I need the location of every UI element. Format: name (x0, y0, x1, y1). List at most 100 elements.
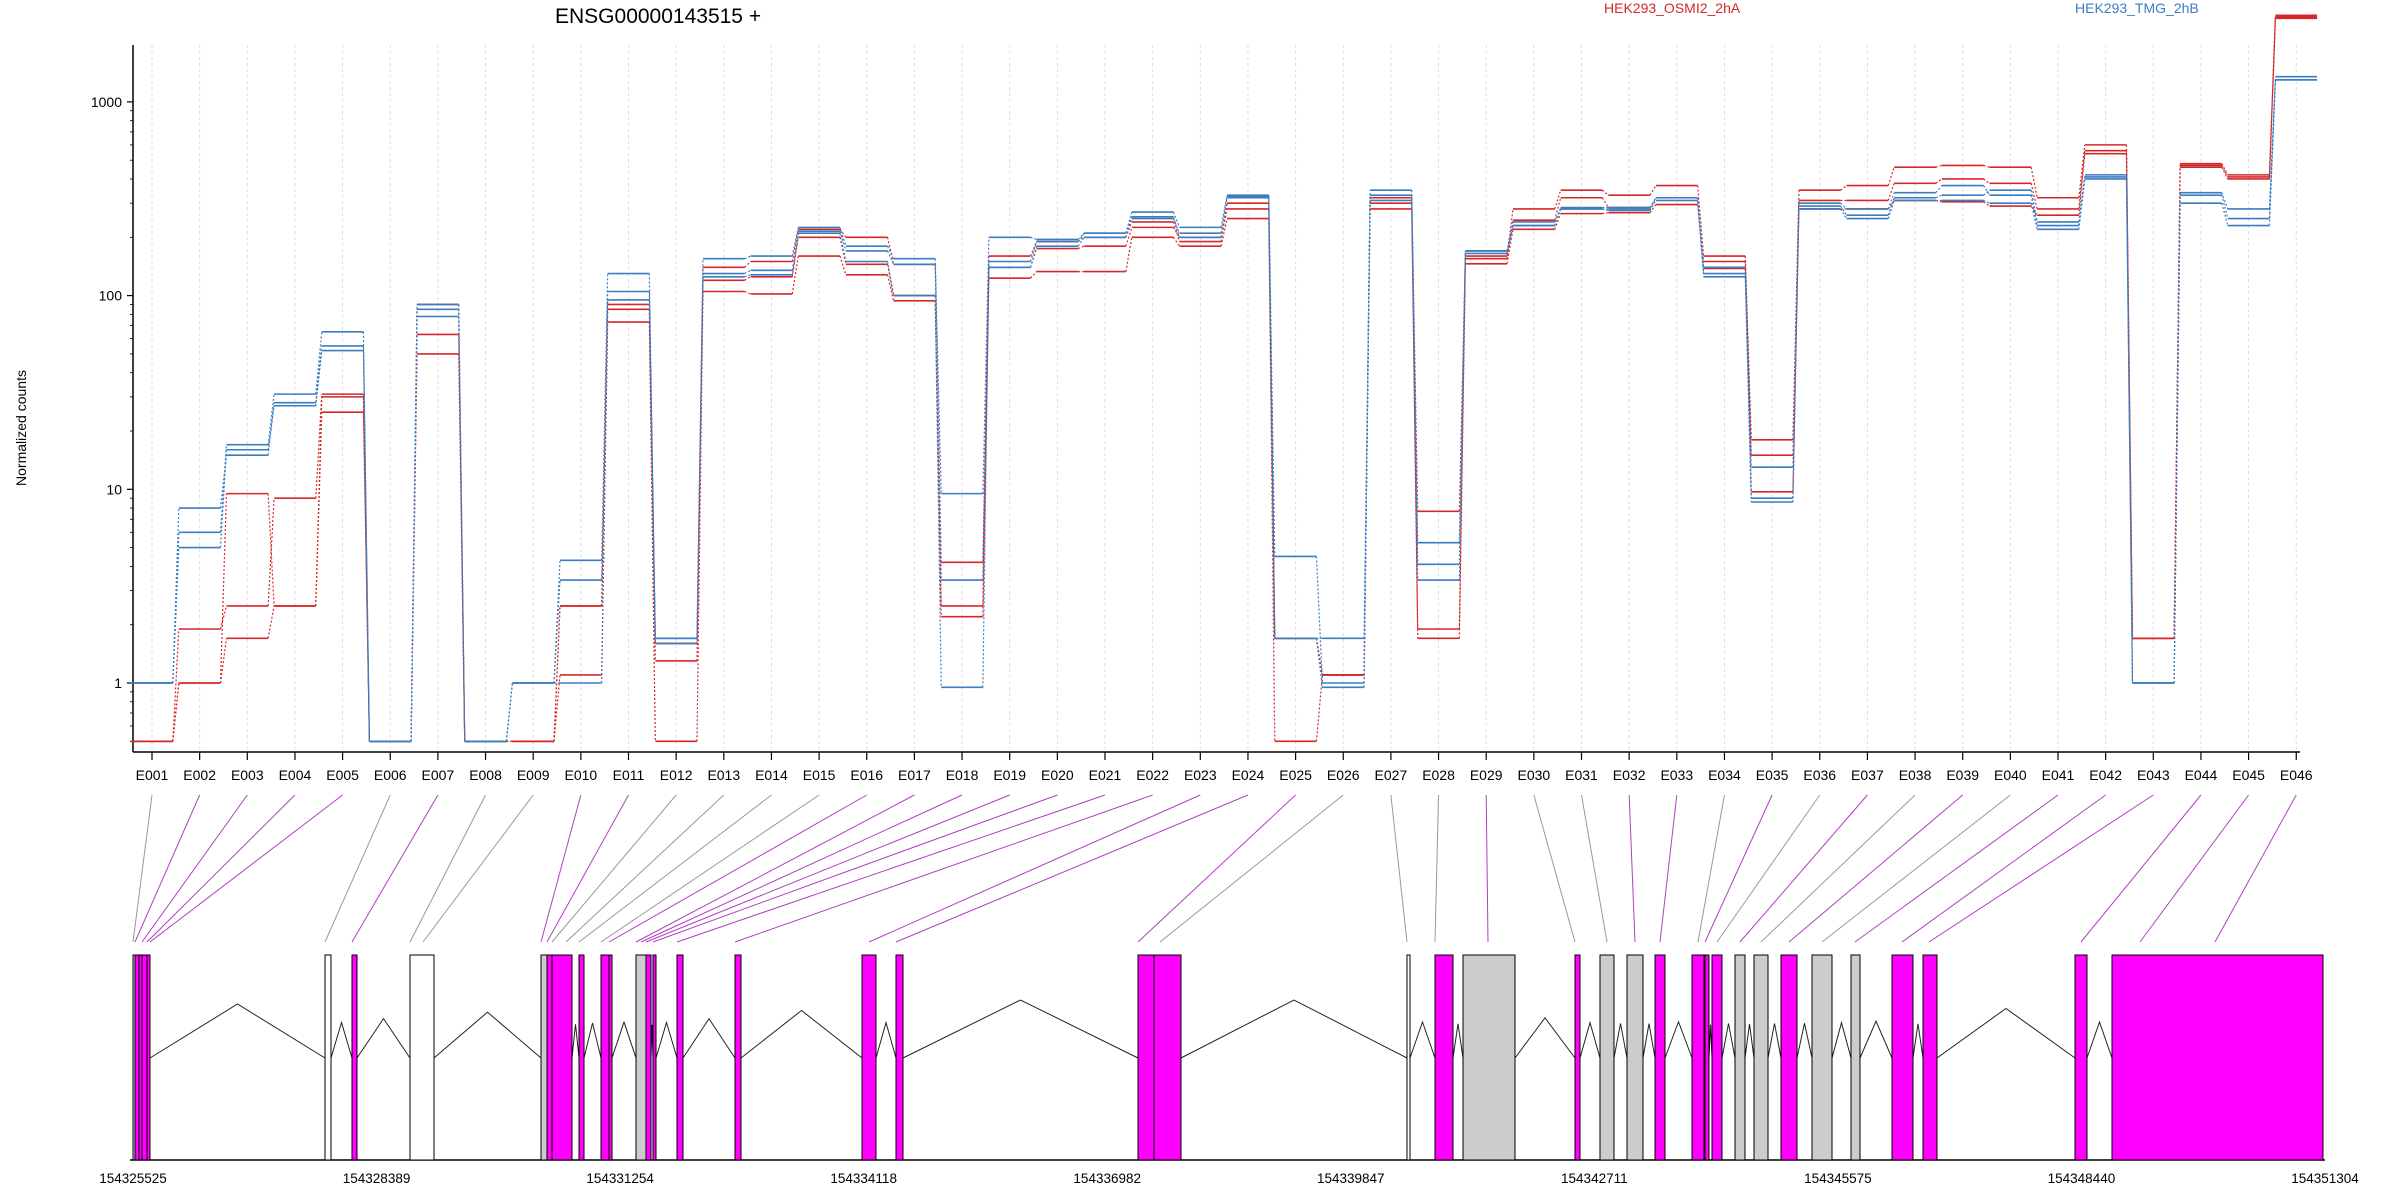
series-connector (1172, 221, 1181, 242)
intron-line (1579, 1020, 1601, 1059)
series-connector (1602, 208, 1609, 212)
series-connector (2030, 195, 2038, 226)
intron-line (433, 1011, 542, 1059)
genome-coordinate-label: 154351304 (2291, 1171, 2359, 1186)
x-tick-label: E005 (326, 767, 359, 783)
series-connector (2030, 203, 2038, 230)
x-tick-label: E006 (374, 767, 407, 783)
exon-block (578, 954, 585, 1161)
series-connector (267, 605, 275, 639)
x-tick-label: E018 (946, 767, 979, 783)
exon-connector (1739, 794, 1868, 943)
exon-connector (676, 794, 1106, 943)
series-connector (553, 605, 561, 742)
intron-line (1664, 1020, 1693, 1059)
series-connector (839, 228, 847, 238)
exon-block (146, 954, 151, 1161)
exon-block (1406, 954, 1411, 1161)
series-connector (1887, 192, 1895, 210)
series-connector (1887, 200, 1895, 219)
x-tick-label: E036 (1803, 767, 1836, 783)
exon-block (1599, 954, 1615, 1161)
series-connector (648, 322, 656, 742)
exon-connector (1760, 794, 1916, 943)
series-connector (2173, 163, 2181, 639)
exon-connector (578, 794, 772, 943)
exon-connector (546, 794, 629, 943)
series-connector (2125, 176, 2134, 684)
intron-line (740, 1009, 863, 1059)
exon-block (540, 954, 548, 1161)
x-tick-label: E033 (1660, 767, 1693, 783)
exon-block (734, 954, 742, 1161)
exon-connector (146, 794, 296, 943)
intron-line (902, 999, 1139, 1059)
exon-block (1462, 954, 1516, 1161)
x-tick-label: E029 (1470, 767, 1503, 783)
series-connector (553, 674, 561, 742)
exon-connector (324, 794, 391, 943)
series-connector (1172, 211, 1181, 228)
series-connector (886, 237, 895, 265)
series-connector (1983, 201, 1990, 207)
intron-line (1409, 1020, 1436, 1059)
series-connector (934, 295, 942, 688)
intron-line (1721, 1023, 1736, 1059)
intron-line (1613, 1023, 1628, 1059)
exon-connector (868, 794, 1201, 943)
exon-block (551, 954, 573, 1161)
exon-block (409, 954, 435, 1161)
series-connector (1411, 200, 1419, 581)
exon-connector (1159, 794, 1344, 943)
series-connector (1697, 200, 1705, 277)
series-connector (1601, 197, 1609, 208)
x-tick-label: E025 (1279, 767, 1312, 783)
series-connector (934, 258, 942, 494)
series-connector (1220, 203, 1228, 242)
x-tick-label: E045 (2232, 767, 2265, 783)
series-connector (2078, 176, 2086, 226)
series-connector (2268, 15, 2277, 175)
genome-coordinate-label: 154345575 (1804, 1171, 1872, 1186)
series-connector (887, 250, 895, 265)
exon-connector (734, 794, 1153, 943)
series-connector (2268, 79, 2277, 226)
x-tick-label: E008 (469, 767, 502, 783)
exon-block (895, 954, 904, 1161)
exon-block (1711, 954, 1723, 1161)
series-connector (1458, 250, 1466, 581)
series-connector (1983, 178, 1990, 184)
series-connector (1220, 196, 1228, 238)
intron-line (1859, 1019, 1893, 1059)
exon-block (2074, 954, 2088, 1161)
exon-connector (1901, 794, 2106, 943)
exon-connector (1659, 794, 1678, 943)
series-connector (2125, 174, 2134, 684)
intron-line (1767, 1023, 1782, 1059)
x-tick-label: E021 (1089, 767, 1122, 783)
series-connector (315, 350, 323, 406)
x-tick-label: E020 (1041, 767, 1074, 783)
x-tick-label: E027 (1375, 767, 1408, 783)
exon-block (1654, 954, 1666, 1161)
x-tick-label: E034 (1708, 767, 1741, 783)
series-connector (1363, 200, 1371, 688)
series-connector (1125, 218, 1133, 238)
intron-line (1452, 1023, 1464, 1059)
x-tick-label: E024 (1232, 767, 1265, 783)
series-connector (1077, 232, 1085, 240)
exon-block (608, 954, 613, 1161)
series-connector (219, 605, 228, 630)
exon-block (1891, 954, 1914, 1161)
series-connector (1315, 638, 1324, 688)
intron-line (1642, 1023, 1656, 1059)
exon-block (600, 954, 610, 1161)
exon-block (652, 954, 657, 1161)
series-connector (172, 628, 180, 742)
x-tick-label: E043 (2137, 767, 2170, 783)
series-connector (1029, 241, 1038, 257)
series-connector (315, 396, 323, 606)
series-connector (1602, 212, 1609, 215)
exon-connector (134, 794, 201, 943)
x-tick-label: E022 (1136, 767, 1169, 783)
